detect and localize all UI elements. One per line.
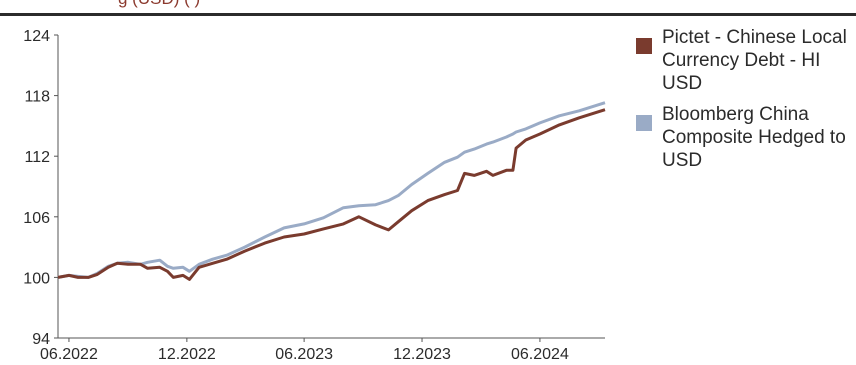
legend-item-bloomberg: Bloomberg China Composite Hedged to USD: [636, 103, 851, 172]
y-tick-label: 124: [23, 28, 50, 45]
y-tick-label: 106: [23, 210, 50, 227]
chart-legend: Pictet - Chinese Local Currency Debt - H…: [636, 26, 851, 180]
chart-title: g (USD) ( ): [118, 0, 200, 9]
y-tick-label: 118: [24, 89, 50, 106]
y-tick-label: 94: [32, 331, 50, 348]
y-tick-label: 112: [24, 149, 50, 166]
x-tick-label: 06.2023: [275, 346, 333, 363]
x-tick-label: 06.2022: [40, 346, 98, 363]
title-bar: g (USD) ( ): [0, 0, 856, 16]
series-line-bloomberg: [57, 101, 606, 279]
x-tick-label: 12.2023: [393, 346, 451, 363]
legend-swatch-pictet: [636, 38, 652, 54]
legend-label-pictet: Pictet - Chinese Local Currency Debt - H…: [662, 27, 847, 94]
line-chart: 94 100 106 112 118 124 06.2022 12.2022 06.2023 12…: [23, 28, 606, 363]
legend-swatch-bloomberg: [636, 115, 652, 131]
x-tick-label: 12.2022: [158, 346, 216, 363]
legend-item-pictet: Pictet - Chinese Local Currency Debt - H…: [636, 26, 851, 95]
y-tick-label: 100: [23, 270, 50, 287]
series-line-pictet: [57, 108, 606, 281]
x-tick-label: 06.2024: [511, 346, 569, 363]
legend-label-bloomberg: Bloomberg China Composite Hedged to USD: [662, 104, 846, 171]
